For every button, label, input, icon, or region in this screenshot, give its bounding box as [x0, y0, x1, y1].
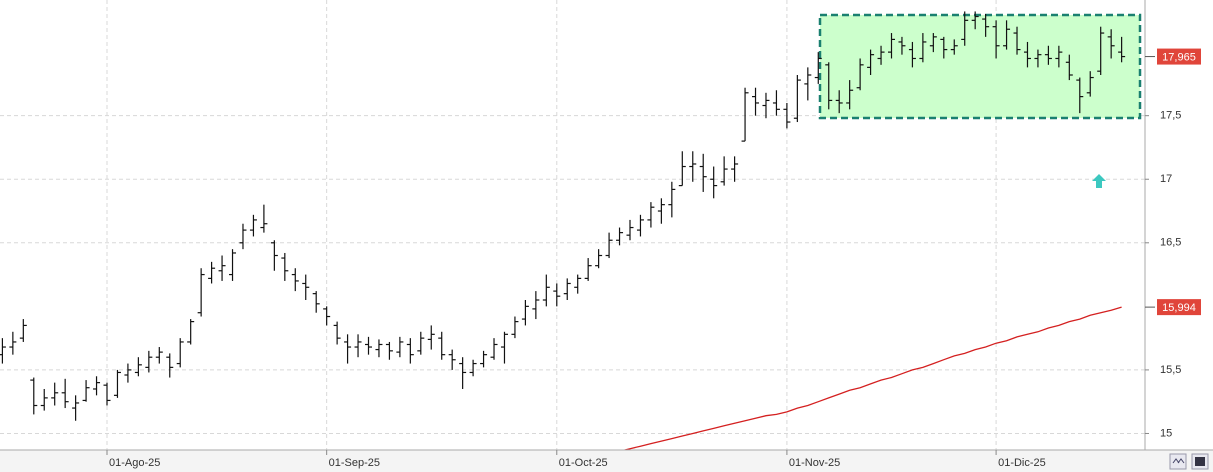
- marks: [0, 11, 1126, 450]
- x-tick-label: 01-Sep-25: [329, 457, 380, 469]
- moving-average-line: [622, 306, 1122, 450]
- y-tick-label: 16,5: [1160, 237, 1181, 249]
- arrow-icon[interactable]: [1092, 174, 1106, 188]
- x-axis-strip: [0, 450, 1213, 472]
- x-tick-label: 01-Dic-25: [998, 457, 1046, 469]
- save-icon: [1195, 457, 1205, 466]
- x-tick-label: 01-Nov-25: [789, 457, 840, 469]
- x-tick-label: 01-Oct-25: [559, 457, 608, 469]
- x-tick-label: 01-Ago-25: [109, 457, 160, 469]
- y-tick-label: 15,5: [1160, 364, 1181, 376]
- scroll-icon: [1172, 458, 1185, 464]
- y-tick-label: 17: [1160, 173, 1172, 185]
- price-tag-label: 15,994: [1162, 302, 1196, 314]
- price-tag-label: 17,965: [1162, 51, 1196, 63]
- price-tag: [1157, 48, 1201, 65]
- highlight-box: [818, 13, 1142, 120]
- axes: 15 15,5 16,5 17 17,5 01-Ago-25 01-Sep-25 01-Oct…: [106, 48, 1201, 469]
- y-tick-label: 17,5: [1160, 110, 1181, 122]
- y-tick-label: 15: [1160, 427, 1172, 439]
- price-tag: [1157, 299, 1201, 316]
